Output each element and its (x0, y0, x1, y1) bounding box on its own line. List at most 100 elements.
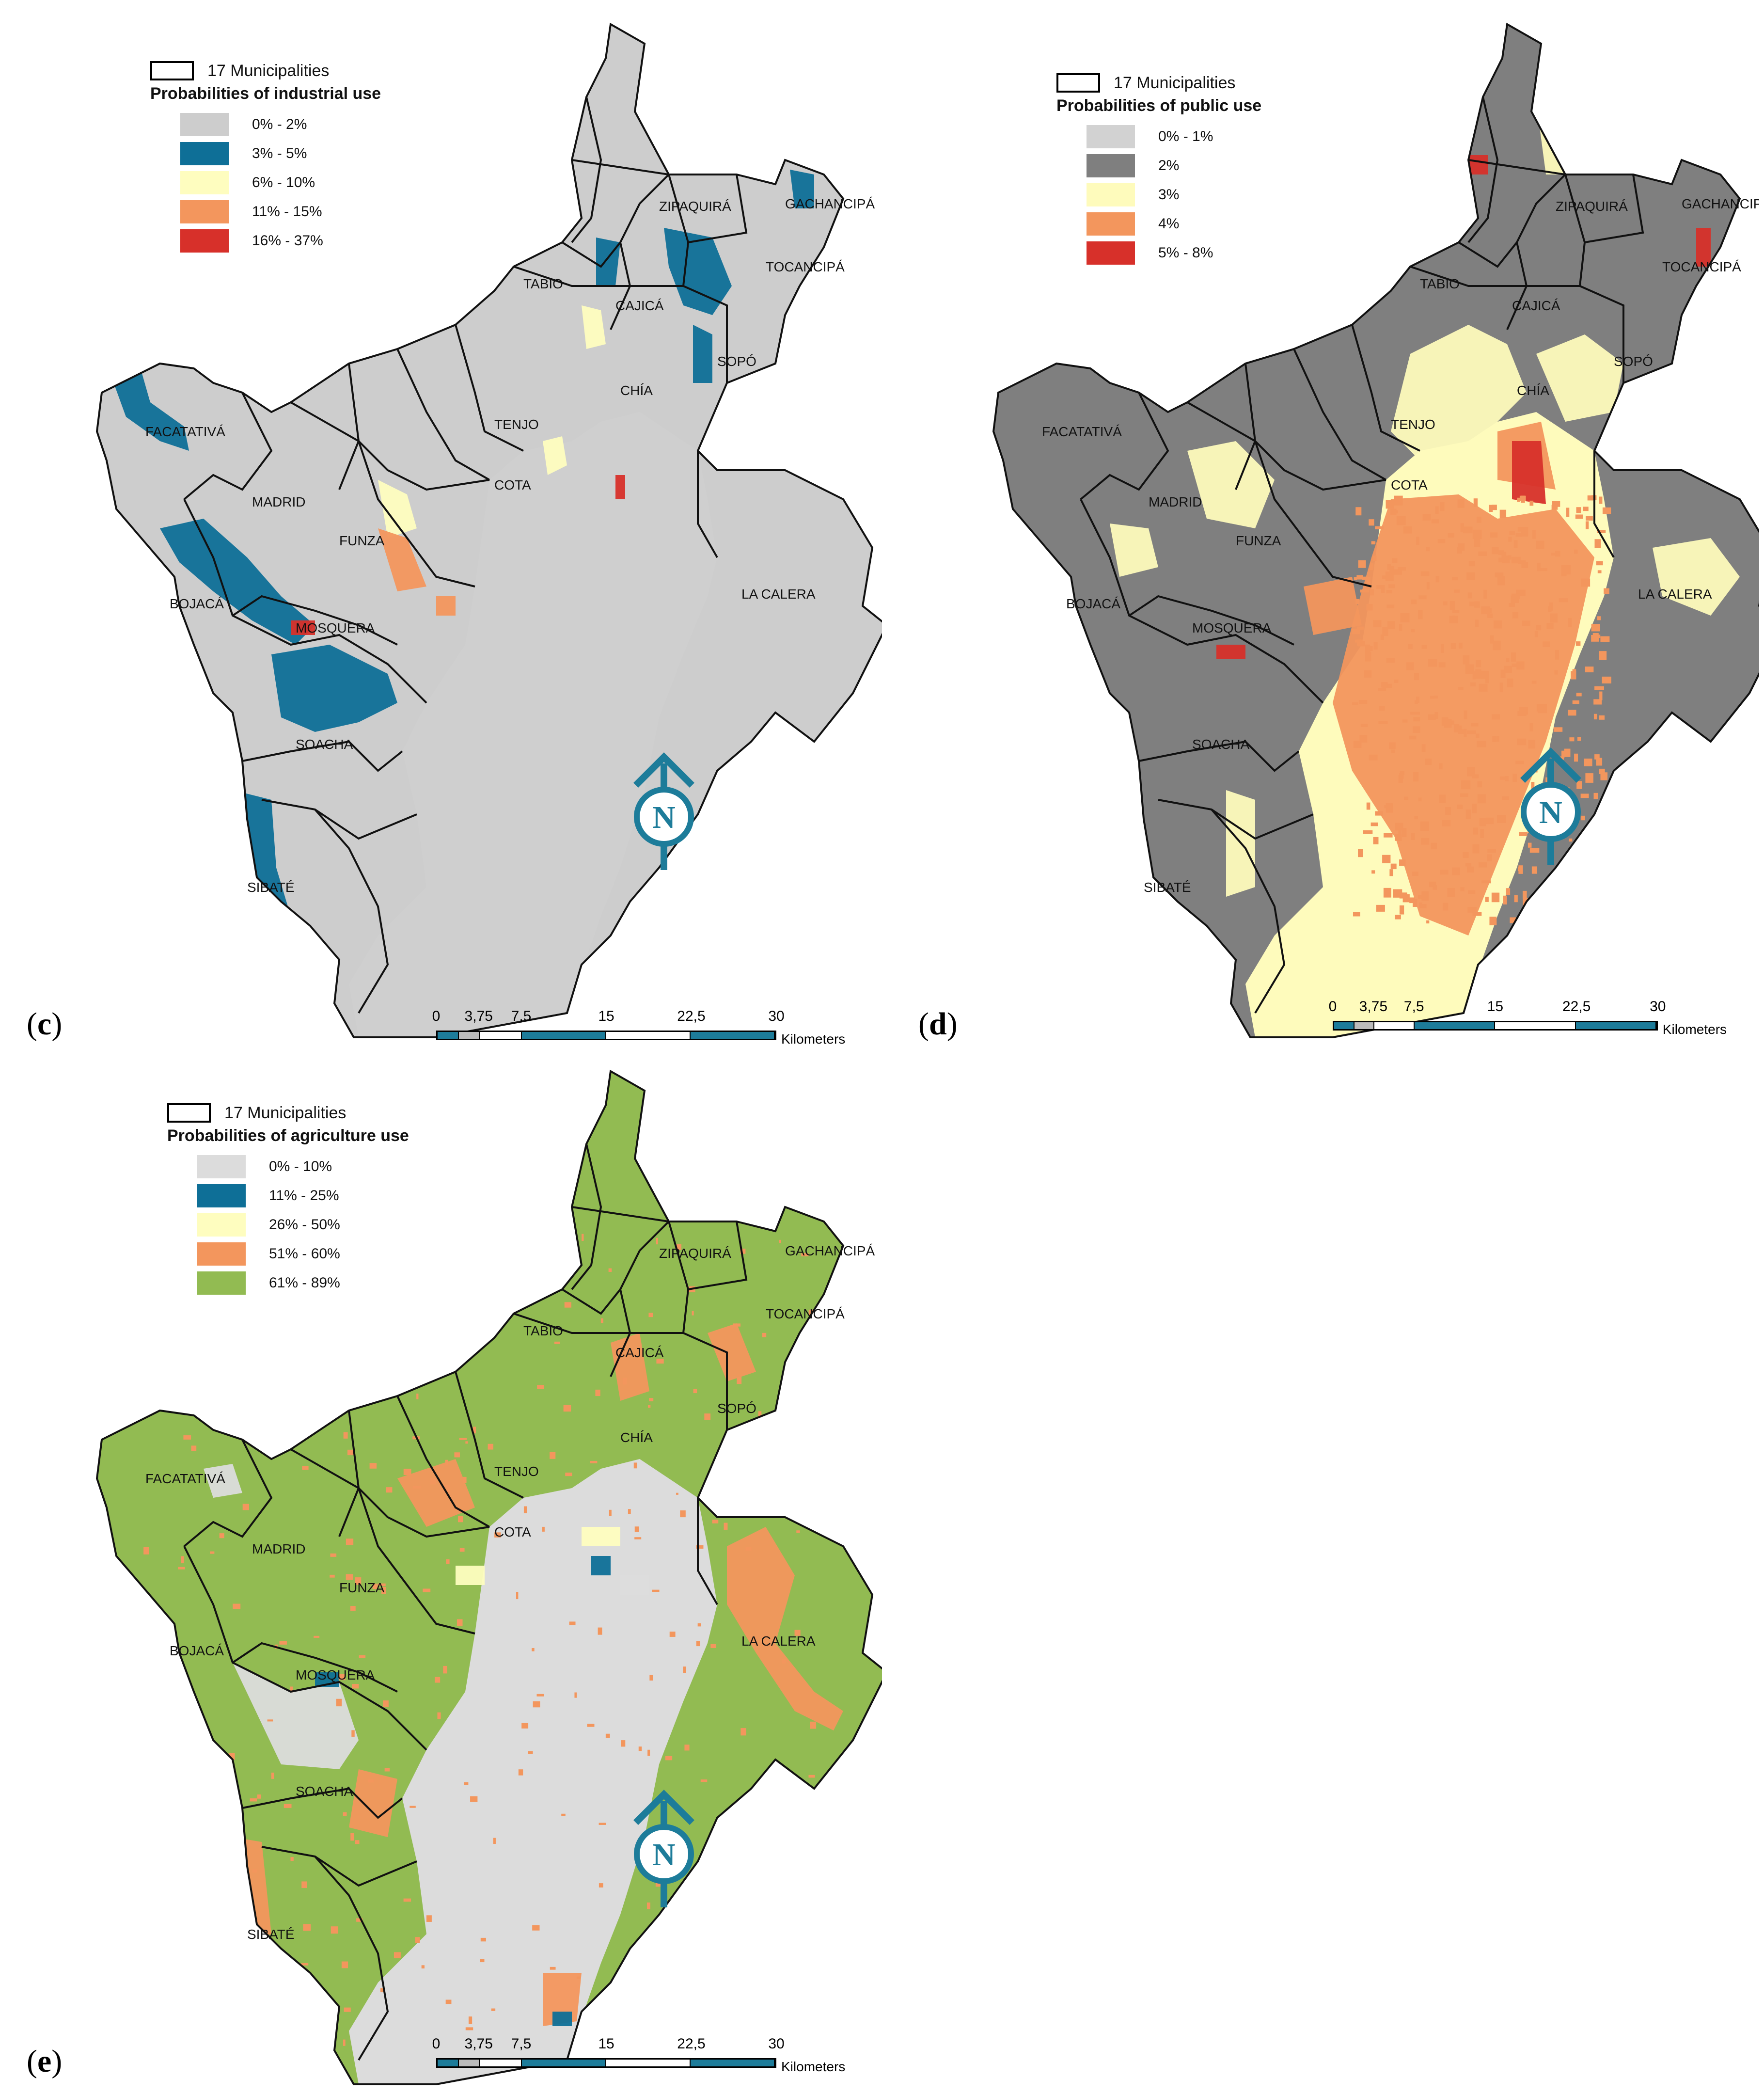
probability-patch (805, 1487, 813, 1490)
scale-bar: 0 3,75 7,5 15 22,5 30 Kilometers (432, 2036, 872, 2094)
municipality-boundary (232, 1642, 398, 1693)
probability-patch (1532, 530, 1536, 539)
probability-patch (710, 1644, 716, 1649)
probability-patch (521, 1723, 529, 1729)
probability-patch (1440, 502, 1445, 511)
probability-patch (403, 1898, 411, 1902)
scale-segment (438, 2060, 459, 2066)
probability-patch (1593, 699, 1602, 705)
probability-patch (1560, 914, 1569, 919)
legend-class-row: 0% - 1% (1056, 122, 1261, 151)
scale-tick-label: 15 (1487, 999, 1504, 1015)
probability-patch (785, 1421, 792, 1428)
legend-classes: 0% - 10% 11% - 25% 26% - 50% 51% - 60% 61% -… (167, 1152, 409, 1298)
municipality-label: BOJACÁ (170, 1643, 224, 1658)
probability-patch (1371, 870, 1375, 874)
legend-municipality-row: 17 Municipalities (150, 58, 381, 83)
probability-patch (449, 1239, 455, 1245)
probability-patch (1371, 541, 1376, 545)
probability-patch (1399, 773, 1404, 779)
municipality-label: FACATATIVÁ (145, 1471, 225, 1486)
municipality-label: MOSQUERA (296, 1667, 375, 1682)
probability-patch (454, 1452, 460, 1458)
probability-patch (1393, 889, 1402, 898)
probability-patch (1357, 639, 1361, 646)
probability-patch (1597, 570, 1602, 573)
scale-units: Kilometers (781, 2059, 846, 2074)
municipality-boundary (571, 1143, 602, 1290)
probability-patch (170, 2022, 173, 2026)
probability-patch (1515, 533, 1522, 537)
probability-patch (1389, 566, 1395, 572)
probability-patch (1399, 624, 1402, 631)
municipality-boundary (1138, 740, 1300, 772)
probability-patch (1457, 725, 1462, 730)
probability-patch (528, 1751, 533, 1754)
probability-patch (250, 1798, 257, 1802)
municipality-boundary (1468, 159, 1586, 286)
municipality-label: SOACHA (296, 737, 353, 752)
probability-patch (1554, 670, 1558, 675)
probability-patch (1460, 523, 1465, 533)
legend-class-label: 16% - 37% (252, 233, 323, 249)
probability-patch (1373, 620, 1382, 628)
probability-patch (1360, 724, 1368, 727)
municipality-label: MOSQUERA (296, 620, 375, 635)
probability-patch (1550, 613, 1558, 623)
probability-patch (1512, 612, 1519, 619)
probability-patch (1416, 697, 1420, 703)
scale-ticks: 0 3,75 7,5 15 22,5 30 (1329, 999, 1749, 1023)
legend-swatch (180, 142, 229, 165)
probability-patch (1467, 592, 1472, 599)
probability-patch (1465, 863, 1472, 867)
scale-tick-label: 22,5 (1562, 999, 1591, 1015)
probability-patch (143, 1547, 149, 1555)
probability-patch (794, 1630, 801, 1636)
probability-patch (1452, 867, 1460, 875)
probability-patch (1428, 659, 1437, 667)
probability-patch (1420, 821, 1429, 831)
municipality-boundary (688, 174, 748, 243)
probability-patch (1575, 899, 1581, 908)
probability-patch (1519, 495, 1526, 501)
municipality-boundary (314, 1856, 389, 2061)
probability-patch (178, 1567, 185, 1570)
probability-patch (1472, 774, 1479, 778)
probability-patch (330, 1553, 337, 1557)
probability-patch (160, 1933, 165, 1936)
probability-patch (680, 1510, 686, 1518)
study-area-outline (95, 1069, 882, 2085)
probability-patch (1459, 642, 1463, 649)
probability-patch (1472, 912, 1482, 916)
probability-patch (1373, 642, 1378, 650)
probability-patch (1512, 441, 1546, 504)
legend-class-label: 11% - 25% (269, 1188, 339, 1204)
probability-patch (1552, 501, 1560, 507)
probability-patch (160, 519, 315, 645)
probability-patch (314, 1635, 320, 1638)
probability-patch (1591, 875, 1598, 885)
probability-patch (1399, 905, 1404, 915)
probability-patch (633, 2024, 639, 2028)
probability-patch (473, 1427, 476, 1434)
probability-patch (426, 1915, 432, 1922)
land-use-patches (1110, 102, 1740, 1037)
municipality-label: BOJACÁ (1066, 596, 1120, 611)
probability-patch (1430, 696, 1435, 699)
probability-patch (269, 1968, 277, 1974)
probability-patch (435, 1677, 441, 1683)
probability-patch (1463, 526, 1473, 534)
probability-patch (186, 1709, 192, 1713)
municipality-boundary (314, 809, 389, 1014)
probability-patch (602, 2029, 608, 2036)
probability-patch (1490, 635, 1494, 644)
probability-patch (1569, 737, 1575, 742)
scale-tick-label: 15 (598, 2036, 614, 2052)
probability-patch (1465, 809, 1471, 819)
probability-patch (1511, 556, 1521, 564)
scale-segment (522, 1032, 606, 1039)
probability-patch (733, 1323, 741, 1327)
probability-patch (1399, 859, 1406, 866)
probability-patch (1431, 842, 1437, 850)
probability-patch (383, 1700, 389, 1707)
